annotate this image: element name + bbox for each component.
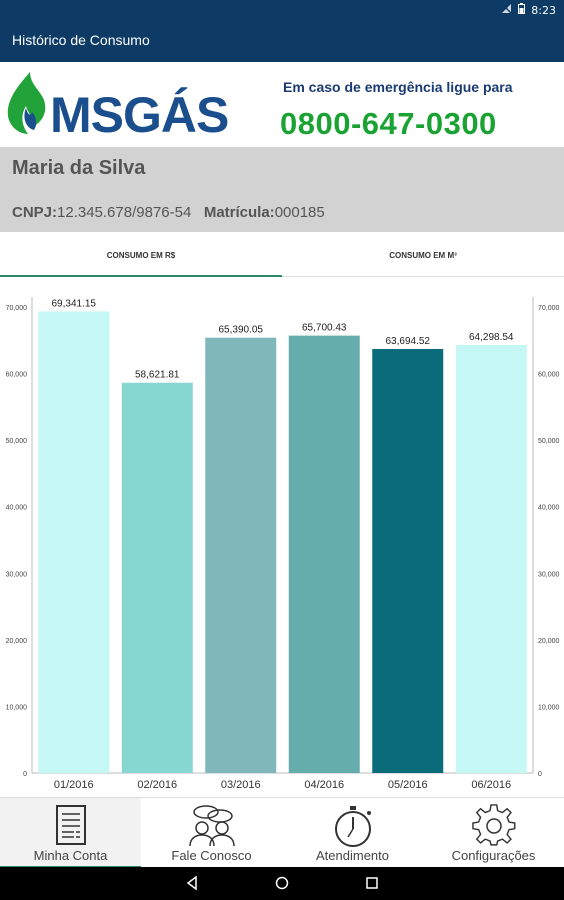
nav-fale-conosco[interactable]: Fale Conosco: [141, 798, 282, 868]
y-tick-label-right: 40,000: [538, 505, 560, 512]
logo-text: MSGÁS: [50, 87, 229, 143]
nav-label: Atendimento: [316, 848, 389, 863]
bar: [121, 382, 193, 773]
nav-label: Fale Conosco: [171, 848, 252, 863]
header: MSGÁS Em caso de emergência ligue para 0…: [0, 62, 564, 147]
bar-value-label: 63,694.52: [386, 336, 431, 347]
battery-icon: [518, 3, 526, 17]
emergency-text: Em caso de emergência ligue para: [283, 79, 513, 95]
y-tick-label-right: 50,000: [538, 438, 560, 445]
y-tick-label-right: 10,000: [538, 704, 560, 711]
bar: [372, 348, 444, 773]
recents-icon[interactable]: [364, 875, 380, 891]
status-icons: 8:23: [501, 3, 556, 17]
bar-value-label: 64,298.54: [469, 332, 514, 343]
bar-value-label: 65,700.43: [302, 323, 347, 334]
flame-logo-icon: [7, 72, 46, 134]
gear-icon: [471, 804, 515, 846]
back-icon[interactable]: [184, 875, 200, 891]
x-tick-label: 01/2016: [54, 779, 94, 791]
stopwatch-icon: [334, 806, 371, 847]
nav-configuracoes[interactable]: Configurações: [423, 798, 564, 868]
nav-atendimento[interactable]: Atendimento: [282, 798, 423, 868]
tab-consumo-m3[interactable]: CONSUMO EM M³: [282, 237, 564, 277]
customer-ids: CNPJ:12.345.678/9876-54 Matrícula:000185: [12, 204, 325, 221]
cnpj-value: 12.345.678/9876-54: [57, 204, 192, 221]
tab-consumo-reais[interactable]: CONSUMO EM R$: [0, 237, 282, 277]
y-tick-label-right: 0: [538, 771, 542, 778]
y-tick-label-left: 10,000: [6, 704, 28, 711]
bar: [205, 337, 277, 773]
matricula-label: Matrícula:: [203, 204, 275, 221]
y-tick-label-left: 40,000: [6, 505, 28, 512]
y-tick-label-right: 70,000: [538, 305, 560, 312]
matricula-value: 000185: [274, 204, 325, 221]
y-tick-label-left: 0: [23, 771, 27, 778]
consumption-chart: 0 0 10,000 10,000 20,000 20,000 30,000 30,000 40…: [6, 297, 560, 791]
page-title: Histórico de Consumo: [12, 32, 150, 48]
cnpj-label: CNPJ:: [12, 204, 58, 221]
signal-off-icon: [501, 3, 512, 17]
bar-value-label: 65,390.05: [219, 325, 264, 336]
y-tick-label-right: 30,000: [538, 571, 560, 578]
x-tick-label: 06/2016: [471, 779, 511, 791]
y-tick-label-left: 30,000: [6, 571, 28, 578]
y-tick-label-right: 20,000: [538, 638, 560, 645]
status-bar: 8:23: [0, 0, 564, 20]
y-tick-label-left: 50,000: [6, 438, 28, 445]
nav-minha-conta[interactable]: Minha Conta: [0, 798, 141, 868]
bar-value-label: 58,621.81: [135, 370, 180, 381]
chat-people-icon: [188, 805, 235, 847]
x-tick-label: 05/2016: [388, 779, 428, 791]
emergency-phone[interactable]: 0800-647-0300: [280, 106, 497, 141]
y-tick-label-left: 70,000: [6, 305, 28, 312]
bar: [38, 311, 110, 773]
y-tick-label-left: 60,000: [6, 372, 28, 379]
nav-label: Configurações: [451, 848, 536, 863]
customer-name: Maria da Silva: [12, 157, 146, 179]
customer-info: Maria da Silva CNPJ:12.345.678/9876-54 M…: [0, 147, 564, 232]
home-icon[interactable]: [274, 875, 290, 891]
msgas-logo: MSGÁS: [4, 68, 230, 144]
app-bar: Histórico de Consumo: [0, 20, 564, 62]
x-tick-label: 02/2016: [137, 779, 177, 791]
system-nav-bar: [0, 867, 564, 900]
status-time: 8:23: [531, 3, 556, 17]
consumption-tabs: CONSUMO EM R$ CONSUMO EM M³: [0, 237, 564, 277]
bottom-nav: Minha Conta Fale Conosco Atendimento Con…: [0, 797, 564, 868]
nav-label: Minha Conta: [33, 848, 108, 863]
bar: [455, 344, 527, 773]
x-tick-label: 03/2016: [221, 779, 261, 791]
document-icon: [55, 805, 86, 845]
bar-value-label: 69,341.15: [52, 298, 97, 309]
y-tick-label-left: 20,000: [6, 638, 28, 645]
x-tick-label: 04/2016: [304, 779, 344, 791]
bar: [288, 335, 360, 773]
y-tick-label-right: 60,000: [538, 372, 560, 379]
